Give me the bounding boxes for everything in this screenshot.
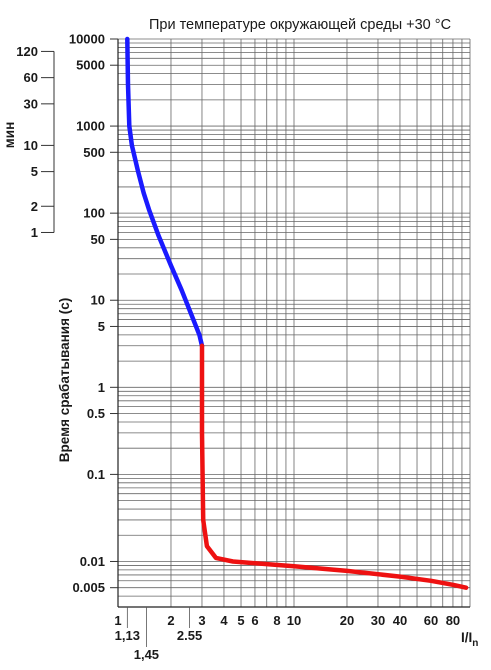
y-tick-label: 0.005 (72, 580, 105, 595)
y-tick-label: 1000 (76, 119, 105, 134)
y-tick-label: 10000 (69, 32, 105, 47)
y-tick-label: 50 (91, 232, 105, 247)
x-tick-label: 1 (114, 613, 121, 628)
minutes-tick-label: 1 (31, 225, 38, 240)
x-tick-label: 40 (393, 613, 407, 628)
chart-series (125, 36, 469, 590)
x-tick-label: 4 (220, 613, 228, 628)
x-tick-label: 2 (167, 613, 174, 628)
minutes-tick-label: 10 (24, 138, 38, 153)
chart-grid (117, 38, 471, 608)
x-tick-label: 5 (237, 613, 244, 628)
minutes-axis: 120 60 30 10 5 2 1 мин (2, 44, 55, 240)
y-tick-label: 0.01 (80, 554, 105, 569)
chart-axes (117, 39, 470, 608)
minutes-tick-label: 5 (31, 164, 38, 179)
y-tick-label: 5 (98, 319, 105, 334)
minutes-tick-label: 120 (16, 44, 38, 59)
y-tick-label: 0.1 (87, 467, 105, 482)
y-tick-label: 10 (91, 293, 105, 308)
x-axis-label-sub: n (472, 638, 478, 649)
x-tick-label: 10 (287, 613, 301, 628)
y-tick-label: 0.5 (87, 406, 105, 421)
series-line-1 (125, 36, 205, 349)
y-axis-label: Время срабатывания (с) (57, 298, 72, 462)
y-tick-label: 500 (83, 145, 105, 160)
x-extra-tick-label: 1,45 (134, 647, 159, 662)
x-tick-label: 30 (371, 613, 385, 628)
minutes-tick-label: 2 (31, 199, 38, 214)
x-tick-label: 80 (446, 613, 460, 628)
x-tick-label: 3 (198, 613, 205, 628)
x-extra-tick-label: 1,13 (115, 628, 140, 643)
y-tick-labels: 10000 5000 1000 500 100 50 10 5 1 0.5 0.1 0.01 0.005 (69, 32, 118, 595)
minutes-tick-label: 60 (24, 70, 38, 85)
x-extra-tick-label: 2.55 (177, 628, 202, 643)
x-tick-label: 6 (251, 613, 258, 628)
x-tick-labels: 1 2 3 4 5 6 8 10 20 30 40 60 80 1,13 1,45 2.55 (114, 607, 460, 662)
x-axis-label: I/In (461, 630, 478, 649)
x-tick-label: 8 (273, 613, 280, 628)
y-tick-label: 1 (98, 380, 105, 395)
x-axis-label-main: I/I (461, 630, 472, 645)
x-tick-label: 60 (424, 613, 438, 628)
chart-title: При температуре окружающей среды +30 °С (149, 17, 451, 33)
y-tick-label: 5000 (76, 58, 105, 73)
y-tick-label: 100 (83, 206, 105, 221)
x-tick-label: 20 (340, 613, 354, 628)
minutes-axis-label: мин (2, 122, 17, 148)
minutes-tick-label: 30 (24, 96, 38, 111)
series-line-2 (199, 343, 469, 590)
